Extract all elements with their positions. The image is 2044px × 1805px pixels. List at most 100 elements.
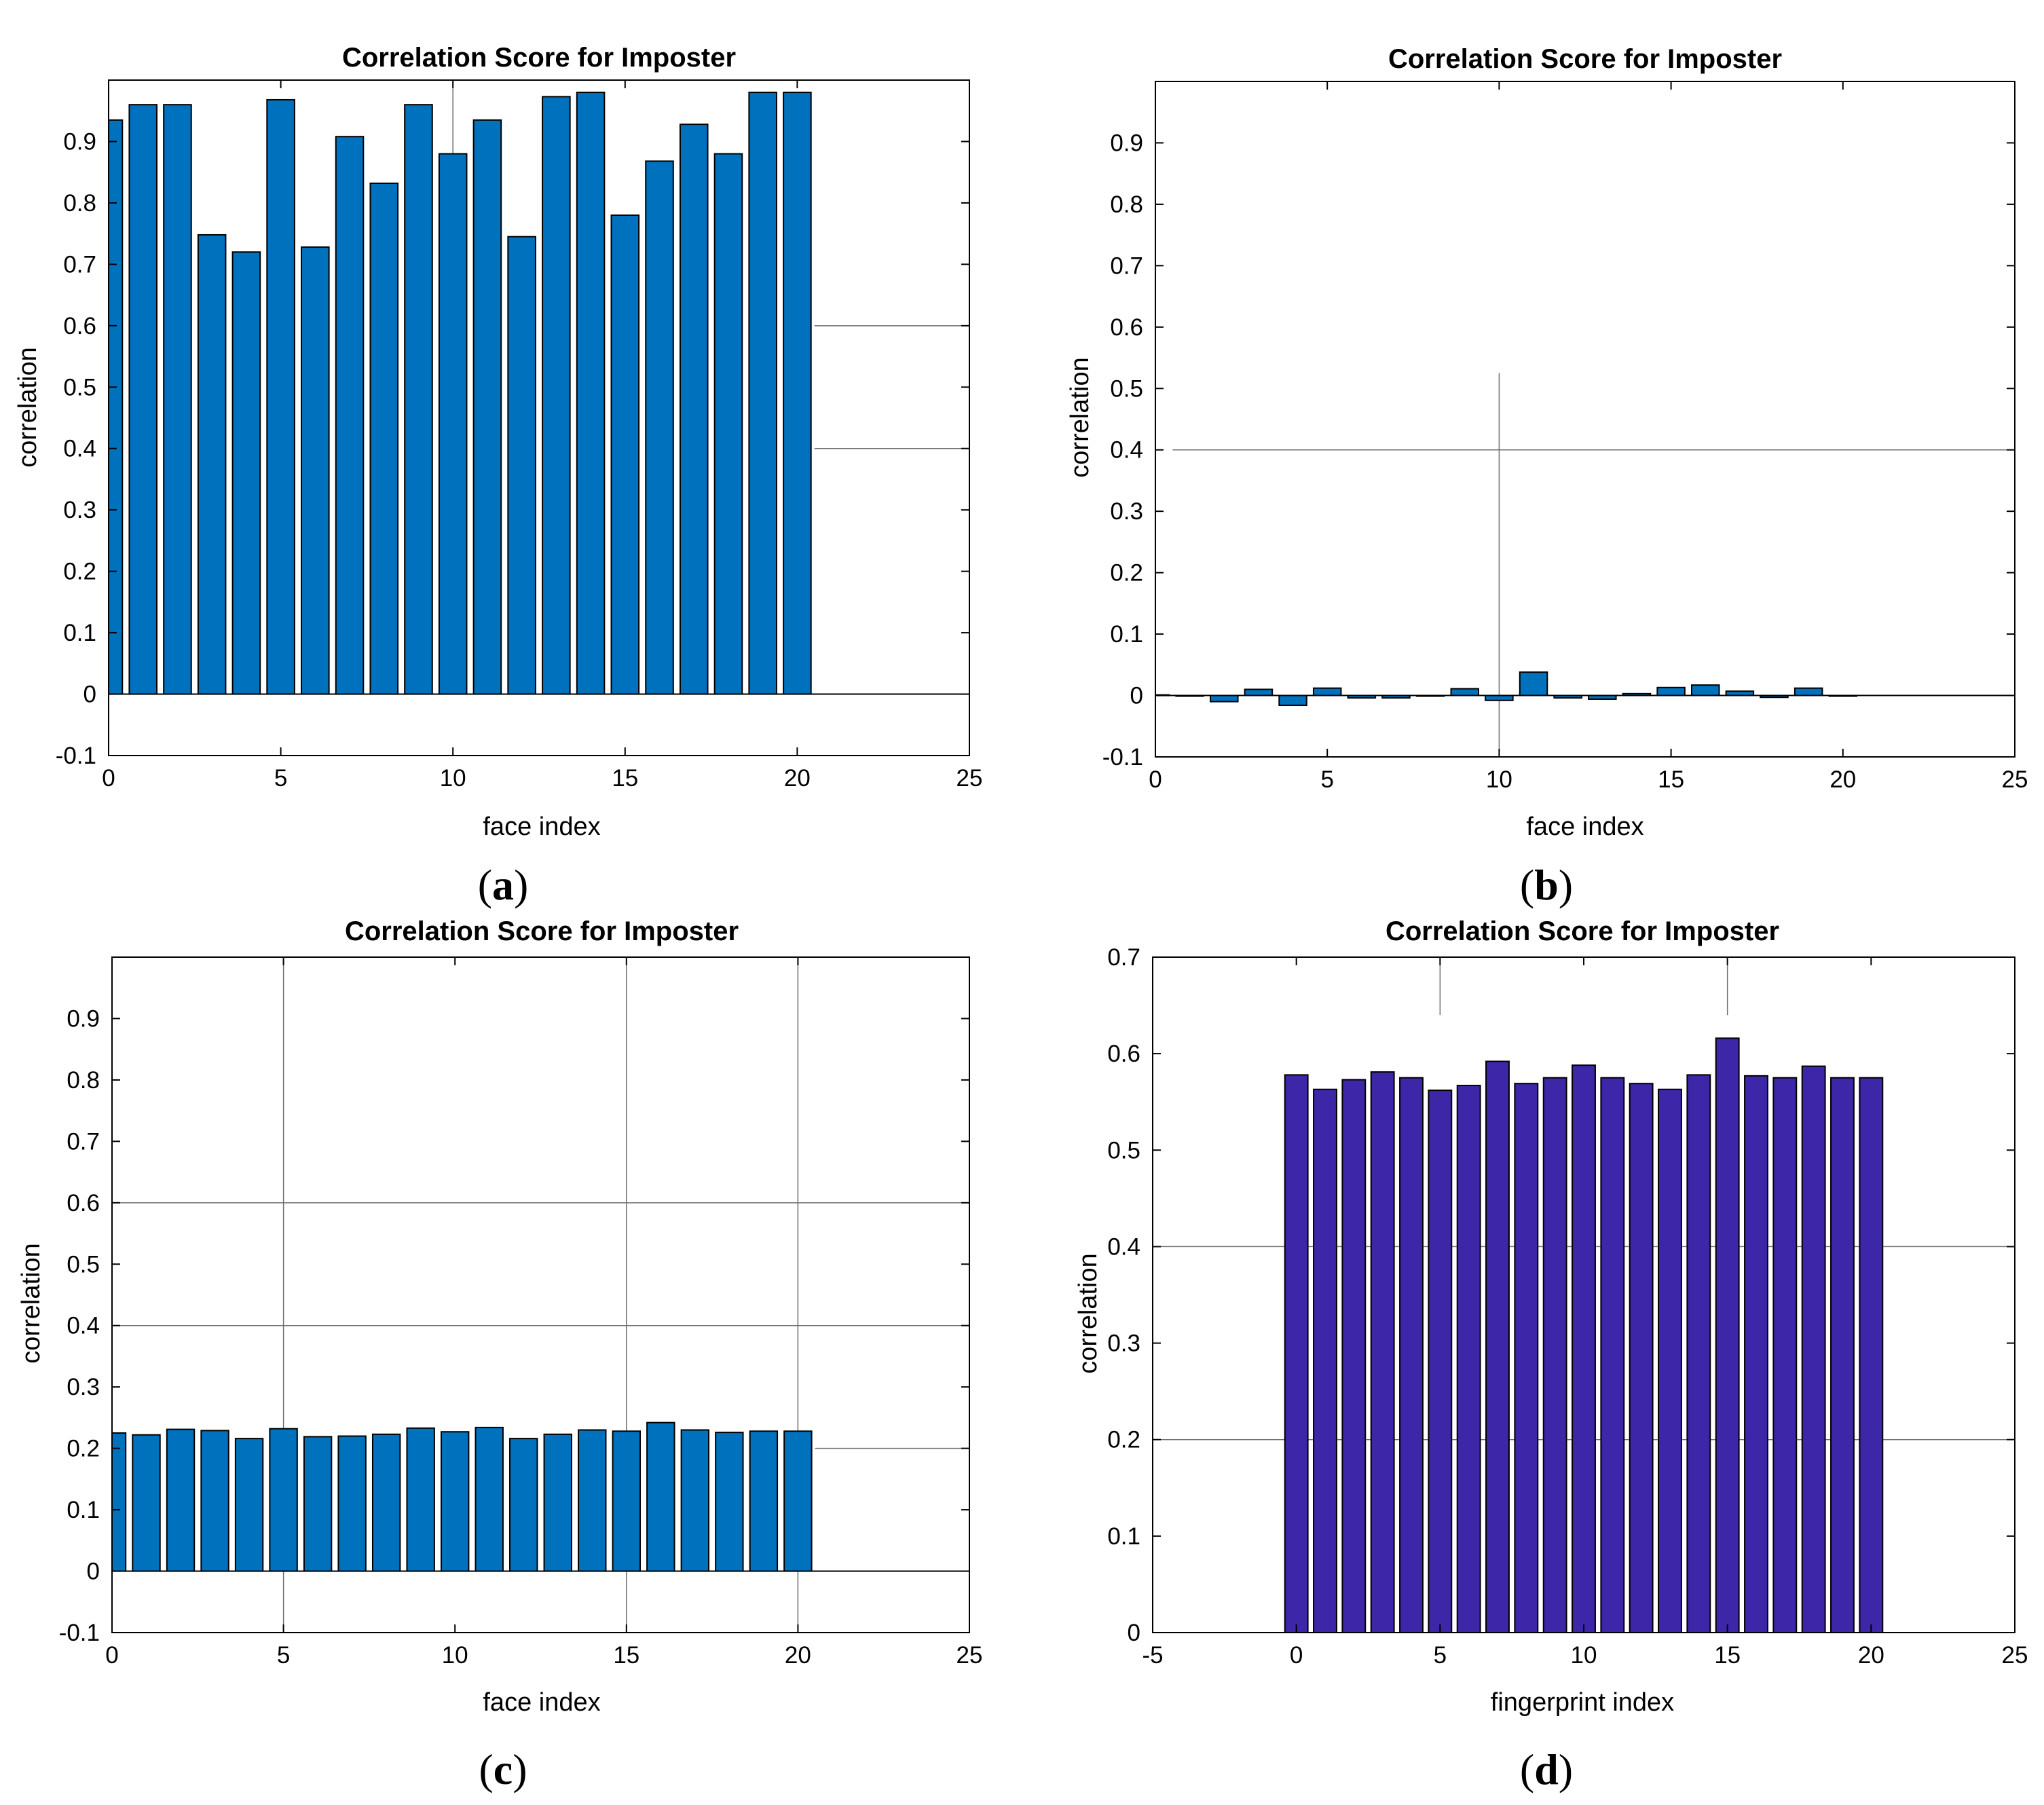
bar [1690, 684, 1720, 696]
x-tick-label: 10 [440, 765, 466, 792]
bar [108, 119, 124, 695]
bar [612, 1430, 642, 1572]
bar [1656, 686, 1686, 696]
y-tick-label: 0.8 [67, 1067, 100, 1094]
y-tick-label: 0.5 [67, 1251, 100, 1278]
y-tick-label: -0.1 [56, 743, 96, 769]
bar [1772, 1077, 1798, 1633]
y-tick-label: 0.1 [1107, 1523, 1140, 1550]
bar [128, 104, 158, 695]
y-tick-label: 0.6 [67, 1190, 100, 1216]
bar [472, 119, 502, 695]
y-tick-label: 0.2 [63, 559, 96, 585]
bar [509, 1438, 538, 1572]
bar [1284, 1074, 1309, 1633]
x-tick-label: 15 [613, 1642, 639, 1669]
bar [438, 153, 468, 695]
bar [578, 1429, 607, 1572]
bar [543, 1433, 572, 1572]
x-tick-label: -5 [1142, 1642, 1163, 1669]
x-axis-label: face index [483, 1688, 600, 1717]
chart-title: Correlation Score for Imposter [1386, 916, 1779, 946]
bar [1370, 1071, 1395, 1633]
y-tick-label: 0.4 [1107, 1233, 1140, 1260]
bar [1485, 694, 1514, 701]
bar [715, 1432, 744, 1572]
bar [679, 124, 709, 695]
bar [1244, 688, 1274, 696]
y-axis-label: correlation [17, 1243, 45, 1363]
plot-area [108, 79, 970, 756]
y-tick-label: 0.5 [63, 374, 96, 401]
bar [166, 1428, 196, 1572]
bar [475, 1426, 504, 1572]
bar [440, 1431, 470, 1572]
bar [1450, 688, 1480, 696]
y-tick-label: 0.8 [63, 190, 96, 217]
x-axis-label: face index [483, 813, 600, 841]
panel-label-d: (d) [1520, 1745, 1573, 1793]
plot-area [111, 956, 970, 1633]
bar [1572, 1064, 1596, 1633]
y-tick-label: 0 [1128, 1620, 1140, 1646]
y-tick-label: 0.2 [1107, 1427, 1140, 1453]
bar [1744, 1075, 1768, 1634]
x-tick-label: 5 [1434, 1642, 1447, 1669]
panel-label-c: (c) [479, 1745, 527, 1793]
bar [1801, 1065, 1826, 1634]
y-tick-label: 0.6 [1107, 1041, 1140, 1067]
chart-title: Correlation Score for Imposter [342, 43, 736, 73]
y-axis-label: correlation [1066, 357, 1094, 477]
bar [1514, 1083, 1539, 1633]
y-tick-label: 0.2 [1110, 560, 1143, 587]
y-tick-label: 0.2 [67, 1436, 100, 1462]
x-tick-label: 25 [2002, 766, 2028, 793]
y-tick-label: 0 [1130, 683, 1143, 709]
bar [1428, 1090, 1453, 1633]
bar [1658, 1088, 1682, 1633]
x-tick-label: 10 [1486, 766, 1512, 793]
bar [1485, 1060, 1510, 1633]
bar [783, 1430, 813, 1572]
y-tick-label: 0.5 [1110, 375, 1143, 402]
bar [610, 215, 640, 695]
bar [1859, 1077, 1884, 1633]
y-tick-label: 0.8 [1110, 191, 1143, 218]
y-tick-label: 0.9 [1110, 130, 1143, 156]
x-tick-label: 15 [1714, 1642, 1741, 1669]
bar [371, 1433, 401, 1572]
bar [404, 104, 433, 695]
bar [1278, 694, 1307, 707]
bar [680, 1429, 710, 1572]
x-tick-label: 5 [277, 1642, 290, 1669]
x-tick-label: 5 [1320, 766, 1333, 793]
bar [1715, 1037, 1740, 1633]
chart-title: Correlation Score for Imposter [345, 916, 739, 946]
bar [645, 160, 674, 695]
x-tick-label: 15 [1658, 766, 1684, 793]
y-tick-label: 0.3 [1110, 498, 1143, 525]
bar [1456, 1085, 1481, 1633]
bar [542, 96, 571, 695]
x-tick-label: 0 [1290, 1642, 1303, 1669]
bar [646, 1421, 675, 1572]
bar [337, 1435, 367, 1572]
bar [406, 1427, 435, 1572]
bar [748, 92, 777, 695]
x-tick-label: 0 [105, 1642, 118, 1669]
bar [1519, 671, 1548, 696]
bar [111, 1432, 127, 1572]
y-tick-label: 0.7 [67, 1128, 100, 1155]
x-tick-label: 20 [785, 1642, 811, 1669]
bar [335, 136, 365, 695]
y-tick-label: 0.6 [1110, 314, 1143, 341]
bar [1600, 1077, 1625, 1633]
x-tick-label: 25 [956, 1642, 983, 1669]
y-tick-label: -0.1 [59, 1620, 100, 1646]
bar [1313, 1088, 1337, 1633]
x-tick-label: 10 [442, 1642, 468, 1669]
y-tick-label: 0.5 [1107, 1137, 1140, 1164]
y-tick-label: 0.9 [63, 128, 96, 155]
bar [713, 153, 743, 695]
